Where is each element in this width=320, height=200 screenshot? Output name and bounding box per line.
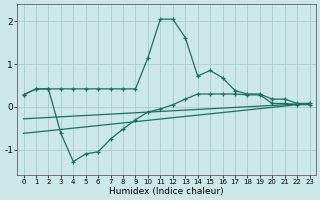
X-axis label: Humidex (Indice chaleur): Humidex (Indice chaleur) [109, 187, 224, 196]
